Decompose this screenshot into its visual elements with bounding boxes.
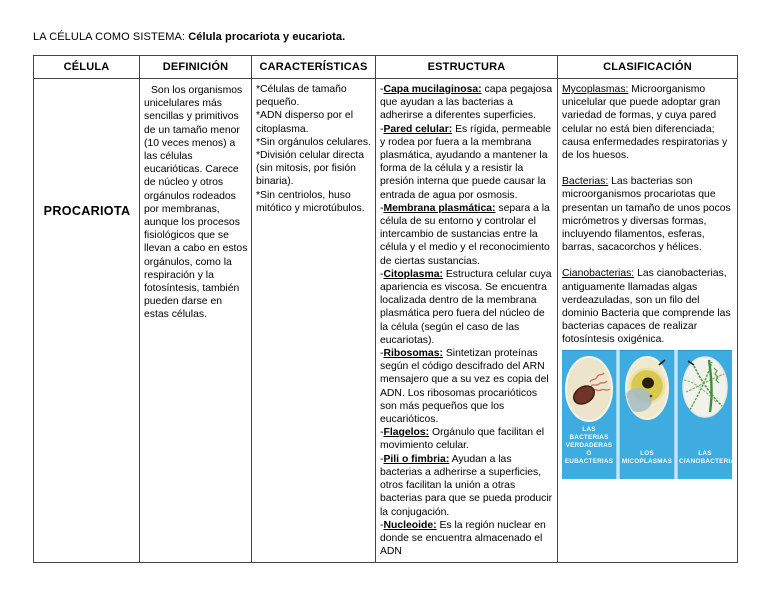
classification-term: Cianobacterias: — [562, 268, 635, 280]
characteristic-item: *ADN disperso por el citoplasma. — [256, 110, 354, 135]
structure-item: -Membrana plasmática: separa a la célula… — [380, 202, 554, 268]
title-prefix: LA CÉLULA COMO SISTEMA: — [33, 31, 189, 43]
item-dash: - — [380, 427, 384, 439]
column-header-definicion: DEFINICIÓN — [139, 55, 252, 79]
characteristic-item: *Sin orgánulos celulares. — [256, 136, 371, 148]
figure-label: LOS MICOPLASMAS — [621, 449, 673, 465]
item-dash: - — [380, 268, 384, 280]
figure-panel-eubacterias: LAS BACTERIAS VERDADERAS O EUBACTERIAS — [562, 350, 616, 479]
figure-label: LAS CIANOBACTERIAS — [679, 449, 738, 465]
structure-term: Pared celular: — [383, 123, 453, 135]
cell-caracteristicas: *Células de tamaño pequeño. *ADN dispers… — [251, 77, 376, 564]
item-dash: - — [380, 348, 384, 360]
column-header-celula: CÉLULA — [33, 55, 140, 79]
structure-term: Capa mucilaginosa: — [383, 84, 482, 95]
comparison-table: CÉLULA DEFINICIÓN CARACTERÍSTICAS ESTRUC… — [33, 55, 738, 564]
figure-panel-cianobacterias: LAS CIANOBACTERIAS — [678, 350, 738, 479]
item-dash: - — [380, 123, 384, 135]
structure-desc: Es rígida, permeable y rodea por fuera a… — [380, 123, 551, 201]
structure-desc: Ayudan a las bacterias a adherirse a sup… — [380, 453, 553, 518]
item-dash: - — [380, 453, 384, 465]
classification-item: Cianobacterias: Las cianobacterias, anti… — [562, 267, 734, 346]
classification-item: Mycoplasmas: Microorganismo unicelular q… — [562, 83, 734, 162]
characteristic-item: *Células de tamaño pequeño. — [256, 84, 347, 109]
classification-item: Bacterias: Las bacterias son microorgani… — [562, 175, 734, 254]
structure-desc: separa a la célula de su entorno y contr… — [380, 202, 550, 267]
characteristic-item: *División celular directa (sin mitosis, … — [256, 150, 364, 188]
classification-desc: Las bacterias son microorganismos procar… — [562, 176, 731, 254]
classification-term: Mycoplasmas: — [562, 84, 629, 95]
row-label-procariota: PROCARIOTA — [43, 204, 131, 218]
structure-term: Citoplasma: — [383, 268, 443, 280]
classification-term: Bacterias: — [562, 176, 609, 188]
table-row: PROCARIOTA Son los organismos unicelular… — [33, 77, 738, 564]
structure-term: Nucleoide: — [383, 519, 437, 531]
structure-desc: Sintetizan proteínas según el código des… — [380, 348, 549, 426]
figure-label: LAS BACTERIAS VERDADERAS O EUBACTERIAS — [564, 425, 614, 465]
item-dash: - — [380, 202, 384, 214]
structure-item: -Ribosomas: Sintetizan proteínas según e… — [380, 347, 554, 426]
structure-term: Pili o fimbria: — [383, 453, 450, 465]
classification-desc: Microorganismo unicelular que puede adop… — [562, 84, 728, 162]
structure-item: -Pared celular: Es rígida, permeable y r… — [380, 123, 554, 202]
cell-celula: PROCARIOTA — [33, 77, 140, 564]
definition-text: Son los organismos unicelulares más senc… — [144, 85, 248, 321]
bacteria-figure: LAS BACTERIAS VERDADERAS O EUBACTERIAS — [562, 349, 738, 479]
structure-item: -Capa mucilaginosa: capa pegajosa que ay… — [380, 83, 554, 123]
structure-term: Membrana plasmática: — [383, 202, 496, 214]
title-emphasis: Célula procariota y eucariota. — [188, 31, 346, 43]
figure-divider — [616, 349, 620, 479]
structure-item: -Citoplasma: Estructura celular cuya apa… — [380, 268, 554, 347]
figure-panel-micoplasmas: LOS MICOPLASMAS — [620, 350, 674, 479]
structure-desc: Orgánulo que facilitan el movimiento cel… — [380, 427, 545, 452]
eubacteria-image — [565, 355, 613, 422]
structure-desc: Estructura celular cuya apariencia es vi… — [380, 268, 552, 346]
characteristic-item: *Sin centriolos, huso mitótico y microtú… — [256, 189, 365, 214]
structure-item: -Flagelos: Orgánulo que facilitan el mov… — [380, 426, 554, 452]
item-dash: - — [380, 519, 384, 531]
item-dash: - — [380, 84, 384, 95]
structure-desc: Es la región nuclear en donde se encuent… — [380, 519, 546, 558]
page-title: LA CÉLULA COMO SISTEMA: Célula procariot… — [33, 31, 345, 43]
structure-item: -Pili o fimbria: Ayudan a las bacterias … — [380, 453, 554, 519]
column-header-caracteristicas: CARACTERÍSTICAS — [251, 55, 376, 79]
mycoplasma-image — [625, 355, 669, 420]
column-header-estructura: ESTRUCTURA — [375, 55, 558, 79]
structure-term: Ribosomas: — [383, 348, 443, 360]
column-header-clasificacion: CLASIFICACIÓN — [557, 55, 738, 79]
cell-estructura: -Capa mucilaginosa: capa pegajosa que ay… — [375, 77, 558, 564]
structure-term: Flagelos: — [383, 427, 430, 439]
cell-definicion: Son los organismos unicelulares más senc… — [139, 77, 252, 564]
structure-item: -Nucleoide: Es la región nuclear en dond… — [380, 519, 554, 559]
structure-desc: capa pegajosa que ayudan a las bacterias… — [380, 84, 553, 122]
header-row: CÉLULA DEFINICIÓN CARACTERÍSTICAS ESTRUC… — [33, 55, 738, 79]
classification-desc: Las cianobacterias, antiguamente llamada… — [562, 268, 731, 346]
cell-clasificacion: Mycoplasmas: Microorganismo unicelular q… — [557, 77, 738, 564]
figure-divider — [674, 349, 678, 479]
cyanobacteria-image — [682, 355, 728, 418]
